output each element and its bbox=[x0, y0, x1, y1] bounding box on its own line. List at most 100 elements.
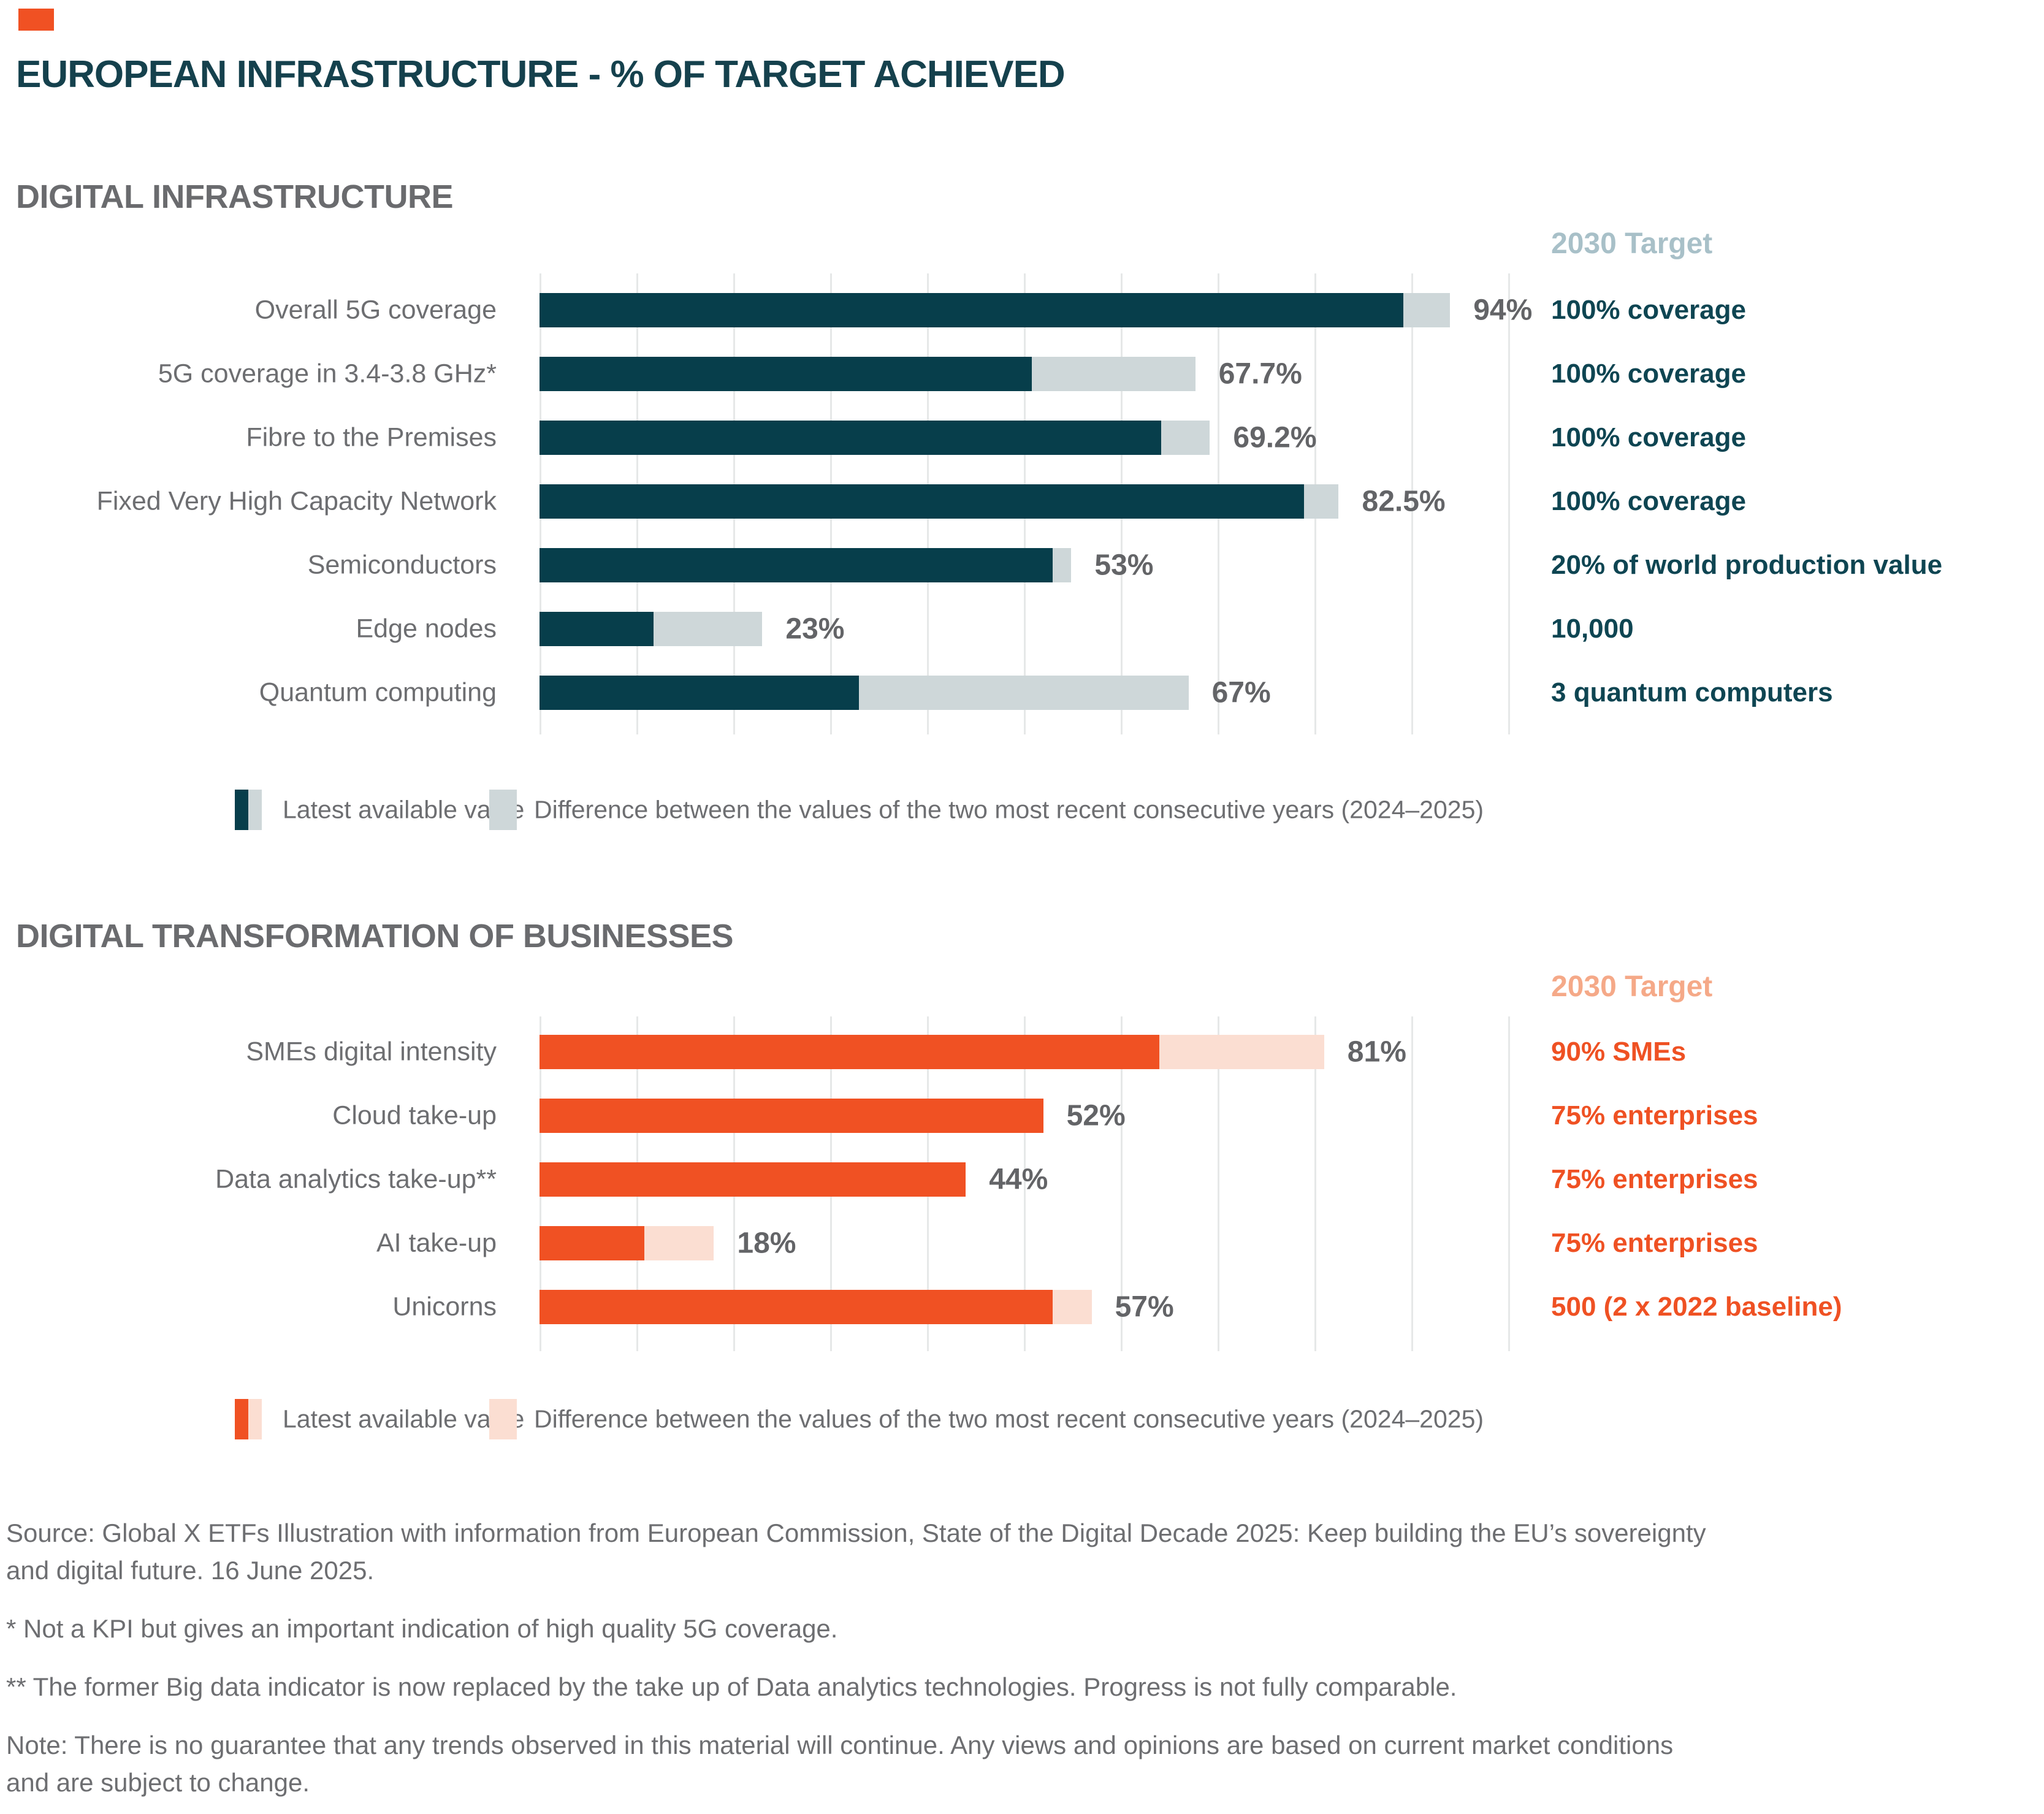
bar-diff-segment bbox=[1159, 1035, 1324, 1069]
row-target: 100% coverage bbox=[1551, 295, 1746, 325]
legend-swatch-latest-diff bbox=[248, 1399, 262, 1439]
footnote-line: and digital future. 16 June 2025. bbox=[6, 1556, 375, 1585]
footnote-line: Note: There is no guarantee that any tre… bbox=[6, 1731, 1674, 1759]
legend-label-diff: Difference between the values of the two… bbox=[534, 1404, 1484, 1433]
chart-row: Semiconductors 53% 20% of world producti… bbox=[0, 533, 2044, 597]
bar-latest-segment bbox=[540, 1162, 966, 1197]
chart-rows: SMEs digital intensity 81% 90% SMEs Clou… bbox=[0, 1020, 2044, 1339]
bar-latest-segment bbox=[540, 421, 1162, 455]
row-target: 75% enterprises bbox=[1551, 1228, 1758, 1258]
row-label: Unicorns bbox=[392, 1292, 497, 1322]
bar-diff-segment bbox=[1161, 421, 1210, 455]
row-bar bbox=[540, 612, 763, 646]
row-label: Overall 5G coverage bbox=[254, 295, 497, 325]
chart-row: SMEs digital intensity 81% 90% SMEs bbox=[0, 1020, 2044, 1084]
footnote-line: * Not a KPI but gives an important indic… bbox=[6, 1614, 838, 1643]
bar-value-label: 82.5% bbox=[1362, 485, 1446, 518]
chart-row: Unicorns 57% 500 (2 x 2022 baseline) bbox=[0, 1275, 2044, 1339]
legend-label-diff: Difference between the values of the two… bbox=[534, 795, 1484, 824]
row-target: 75% enterprises bbox=[1551, 1100, 1758, 1130]
bar-latest-segment bbox=[540, 357, 1032, 391]
bar-diff-segment bbox=[1053, 1290, 1092, 1324]
footnotes: Source: Global X ETFs Illustration with … bbox=[6, 1514, 2035, 1814]
bar-latest-segment bbox=[540, 1035, 1160, 1069]
footnote-line: ** The former Big data indicator is now … bbox=[6, 1672, 1457, 1701]
footnote-line: and are subject to change. bbox=[6, 1768, 310, 1797]
row-target: 100% coverage bbox=[1551, 422, 1746, 452]
row-bar bbox=[540, 676, 1189, 710]
row-target: 20% of world production value bbox=[1551, 550, 1943, 580]
row-label: SMEs digital intensity bbox=[246, 1037, 497, 1067]
gridline bbox=[1024, 1016, 1026, 1351]
chart-row: Cloud take-up 52% 75% enterprises bbox=[0, 1084, 2044, 1148]
row-target: 10,000 bbox=[1551, 614, 1634, 644]
gridline bbox=[1411, 273, 1413, 734]
brand-accent-mark bbox=[18, 9, 54, 31]
row-bar bbox=[540, 1162, 966, 1197]
target-column-header: 2030 Target bbox=[1551, 970, 1713, 1003]
chart-row: AI take-up 18% 75% enterprises bbox=[0, 1211, 2044, 1275]
bar-value-label: 67% bbox=[1211, 676, 1271, 709]
gridline bbox=[1508, 1016, 1510, 1351]
bar-diff-segment bbox=[859, 676, 1189, 710]
bar-value-label: 52% bbox=[1066, 1099, 1126, 1132]
chart-rows: Overall 5G coverage 94% 100% coverage 5G… bbox=[0, 278, 2044, 725]
legend-swatch-diff bbox=[489, 1399, 517, 1439]
gridline bbox=[1121, 1016, 1123, 1351]
row-label: AI take-up bbox=[376, 1228, 497, 1258]
bar-latest-segment bbox=[540, 1099, 1043, 1133]
bar-value-label: 23% bbox=[785, 612, 845, 646]
bar-latest-segment bbox=[540, 676, 860, 710]
chart-row: Quantum computing 67% 3 quantum computer… bbox=[0, 661, 2044, 725]
bar-value-label: 81% bbox=[1347, 1035, 1406, 1069]
bar-diff-segment bbox=[1403, 293, 1451, 327]
row-bar bbox=[540, 1035, 1324, 1069]
footnote-block: ** The former Big data indicator is now … bbox=[6, 1668, 2035, 1705]
row-label: Data analytics take-up** bbox=[215, 1164, 497, 1194]
chart-row: Fibre to the Premises 69.2% 100% coverag… bbox=[0, 406, 2044, 470]
legend: Latest available value Difference betwee… bbox=[235, 790, 2037, 830]
footnote-block: * Not a KPI but gives an important indic… bbox=[6, 1610, 2035, 1647]
row-bar bbox=[540, 1099, 1043, 1133]
bar-latest-segment bbox=[540, 548, 1053, 582]
row-label: 5G coverage in 3.4-3.8 GHz* bbox=[158, 359, 497, 389]
bar-latest-segment bbox=[540, 612, 654, 646]
row-bar bbox=[540, 548, 1072, 582]
chart-row: Data analytics take-up** 44% 75% enterpr… bbox=[0, 1148, 2044, 1211]
bar-latest-segment bbox=[540, 293, 1404, 327]
gridline bbox=[1314, 1016, 1316, 1351]
row-label: Edge nodes bbox=[356, 614, 497, 644]
bar-value-label: 94% bbox=[1473, 294, 1533, 327]
row-bar bbox=[540, 293, 1451, 327]
row-bar bbox=[540, 421, 1210, 455]
section-heading-digital-transformation: DIGITAL TRANSFORMATION OF BUSINESSES bbox=[16, 918, 734, 955]
bar-diff-segment bbox=[1031, 357, 1196, 391]
row-target: 3 quantum computers bbox=[1551, 677, 1833, 707]
row-label: Fixed Very High Capacity Network bbox=[96, 486, 497, 516]
bar-diff-segment bbox=[654, 612, 763, 646]
legend-label-latest: Latest available value bbox=[283, 795, 525, 824]
legend-swatch-latest bbox=[235, 1399, 262, 1439]
bar-value-label: 44% bbox=[989, 1163, 1048, 1196]
bar-value-label: 57% bbox=[1115, 1290, 1174, 1324]
gridline bbox=[1218, 1016, 1219, 1351]
row-label: Quantum computing bbox=[259, 677, 497, 707]
footnote-line: Source: Global X ETFs Illustration with … bbox=[6, 1519, 1706, 1547]
row-target: 90% SMEs bbox=[1551, 1037, 1687, 1067]
bar-value-label: 18% bbox=[737, 1227, 796, 1260]
bar-latest-segment bbox=[540, 1290, 1053, 1324]
row-bar bbox=[540, 1290, 1092, 1324]
chart-row: 5G coverage in 3.4-3.8 GHz* 67.7% 100% c… bbox=[0, 342, 2044, 406]
bar-value-label: 53% bbox=[1094, 549, 1154, 582]
bar-diff-segment bbox=[1053, 548, 1072, 582]
section-heading-digital-infrastructure: DIGITAL INFRASTRUCTURE bbox=[16, 178, 453, 215]
bar-diff-segment bbox=[1303, 484, 1339, 519]
gridline bbox=[1411, 1016, 1413, 1351]
row-target: 75% enterprises bbox=[1551, 1164, 1758, 1194]
footnote-block: Source: Global X ETFs Illustration with … bbox=[6, 1514, 2035, 1589]
target-column-header: 2030 Target bbox=[1551, 227, 1713, 260]
legend-swatch-diff bbox=[489, 790, 517, 830]
row-bar bbox=[540, 357, 1196, 391]
legend-label-latest: Latest available value bbox=[283, 1404, 525, 1433]
